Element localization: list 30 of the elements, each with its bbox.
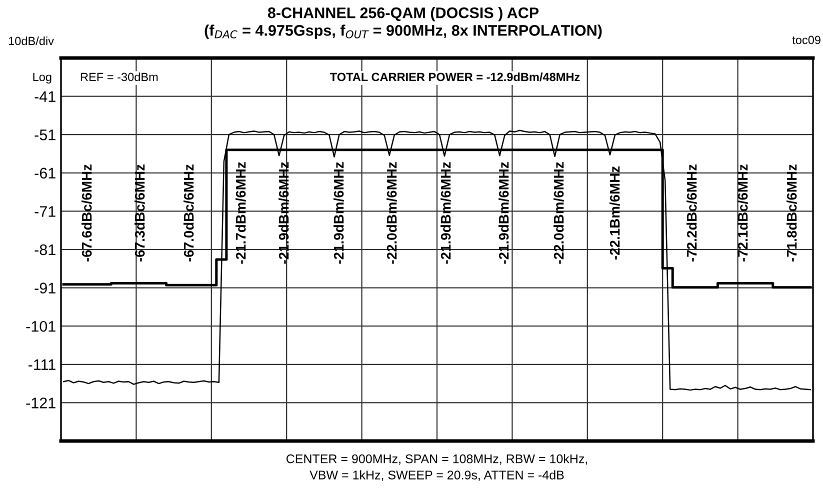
annotation: -67.6dBc/6MHz (82, 164, 92, 262)
text: CENTER = 900MHz, SPAN = 108MHz, RBW = 10kHz, VBW = 1kHz, SWEEP = 20.9s, ATTEN = -4dB (286, 454, 588, 481)
annotation: -22.0dBm/6MHz (386, 162, 397, 264)
annotation: -22.1Bm/6MHz (610, 166, 620, 260)
annotation: -21.9dBm/6MHz (278, 162, 289, 264)
y-tick-label: -51 (34, 130, 56, 140)
annotation: TOTAL CARRIER POWER = -12.9dBm/48MHz (330, 72, 580, 82)
annotation: -72.2dBc/6MHz (686, 164, 697, 262)
annotation: -21.9dBm/6MHz (440, 162, 451, 264)
annotation: -21.9dBm/6MHz (498, 162, 509, 264)
annotation: -22.0dBm/6MHz (554, 162, 564, 264)
annotation: -71.8dBc/6MHz (786, 164, 797, 262)
y-tick-label: -61 (34, 168, 56, 179)
y-tick-label: -81 (34, 244, 56, 256)
annotation: -21.7dBm/6MHz (236, 162, 246, 264)
chart-title: 8-CHANNEL 256-QAM (DOCSIS ) ACP (f$_{DAC}$ = 4.975Gsps, f$_{OUT}$ = 900MHz, 8x INTERPOLATION) (204, 7, 602, 39)
y-tick-label: -101 (26, 320, 56, 332)
text: 10dB/div (8, 36, 54, 46)
text: Log (33, 72, 52, 84)
annotation: -67.0dBc/6MHz (184, 164, 194, 262)
y-tick-label: -91 (34, 282, 56, 294)
y-tick-label: -111 (28, 359, 56, 370)
annotation: REF = -30dBm (80, 72, 158, 82)
annotation: -21.9dBm/6MHz (334, 162, 344, 264)
annotation: -67.3dBc/6MHz (134, 164, 145, 262)
y-tick-label: -71 (34, 206, 56, 217)
y-tick-label: -121 (26, 398, 56, 408)
annotation: -72.1dBc/6MHz (738, 164, 748, 262)
y-tick-label: -41 (34, 91, 56, 102)
text: toc09 (792, 36, 820, 44)
